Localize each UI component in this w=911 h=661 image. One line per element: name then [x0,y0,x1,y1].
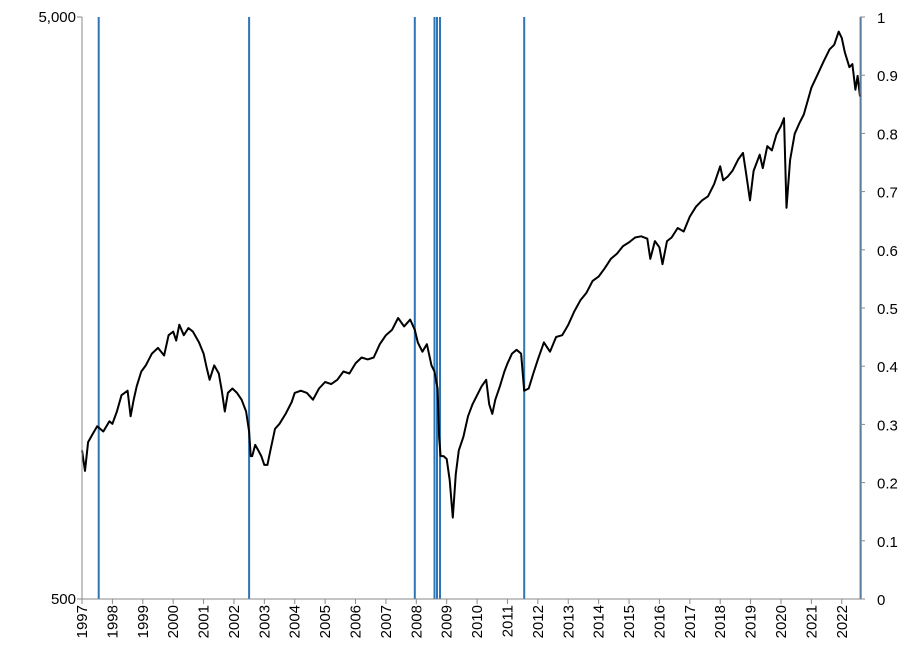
x-tick-label: 2000 [165,605,182,638]
x-tick-label: 2018 [712,605,729,638]
y-left-tick-label: 5,000 [38,9,76,26]
x-tick-label: 2020 [773,605,790,638]
x-tick-label: 2021 [803,605,820,638]
x-tick-label: 2006 [348,605,365,638]
x-tick-label: 2014 [591,605,608,638]
x-tick-label: 2009 [439,605,456,638]
x-tick-label: 1998 [104,605,121,638]
x-tick-label: 2002 [226,605,243,638]
x-tick-label: 2019 [743,605,760,638]
y-right-tick-label: 0.9 [877,68,898,85]
y-right-tick-label: 0.2 [877,476,898,493]
x-tick-label: 2001 [196,605,213,638]
y-right-tick-label: 0.8 [877,126,898,143]
x-tick-label: 2016 [651,605,668,638]
x-tick-label: 2007 [378,605,395,638]
y-right-tick-label: 0.6 [877,243,898,260]
y-right-tick-label: 0.4 [877,359,898,376]
x-tick-label: 2013 [560,605,577,638]
x-tick-label: 2005 [317,605,334,638]
x-tick-label: 2012 [530,605,547,638]
x-tick-label: 1997 [74,605,91,638]
y-right-tick-label: 0.7 [877,185,898,202]
x-tick-label: 2008 [408,605,425,638]
x-tick-label: 2011 [500,605,517,637]
x-tick-label: 2010 [469,605,486,638]
x-tick-label: 2003 [256,605,273,638]
y-right-tick-label: 0.3 [877,417,898,434]
y-right-tick-label: 1 [877,10,885,27]
y-right-tick-label: 0.1 [877,534,898,551]
y-left-tick-label: 500 [51,591,76,608]
x-tick-label: 2022 [834,605,851,638]
x-tick-label: 2015 [621,605,638,638]
x-tick-label: 1999 [135,605,152,638]
series-line [81,30,861,519]
y-right-tick-label: 0 [877,592,885,609]
x-ticks: 1997 1998 1999 2000 2001 2002 2003 2004 2005 2006… [74,599,851,638]
x-tick-label: 2017 [682,605,699,638]
x-tick-label: 2004 [287,605,304,638]
y-right-tick-label: 0.5 [877,301,898,318]
y-right-ticks: 1 0.9 0.8 0.7 0.6 0.5 0.4 0.3 0.2 0.1 0 [860,10,898,609]
marker-lines [97,17,862,599]
y-left-ticks: 5,000 500 [38,9,82,608]
